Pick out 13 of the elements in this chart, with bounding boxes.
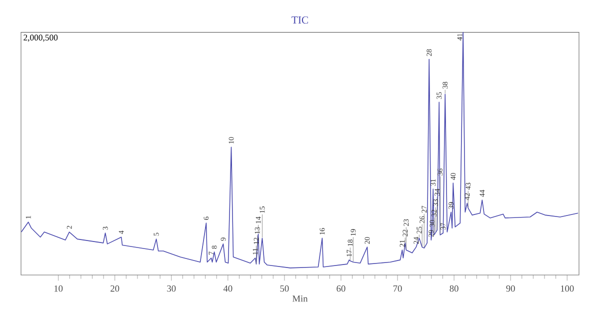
x-tick-label: 80: [450, 285, 458, 292]
x-tick-label: 50: [280, 285, 289, 292]
x-tick-label: 20: [110, 285, 120, 292]
x-tick-label: 10: [54, 285, 63, 292]
x-tick-label: 60: [336, 285, 346, 292]
x-axis-title: Min: [292, 296, 308, 302]
x-tick-label: 100: [560, 285, 574, 292]
x-tick-label: 40: [223, 285, 232, 292]
x-tick-label: 70: [393, 285, 402, 292]
annotation: 2,000,500: [24, 34, 58, 42]
chart-title: TIC: [292, 16, 308, 24]
x-tick-label: 30: [167, 285, 176, 292]
x-tick-label: 90: [506, 285, 515, 292]
